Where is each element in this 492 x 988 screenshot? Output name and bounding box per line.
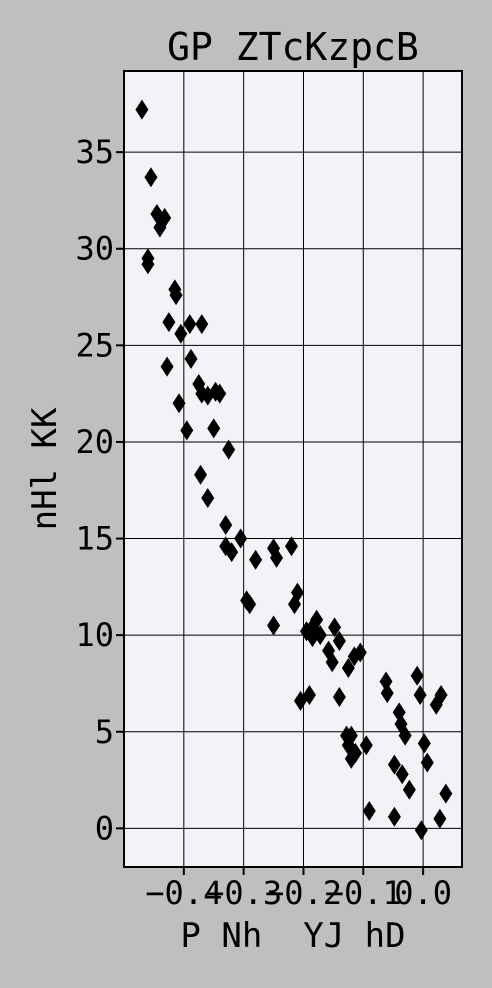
x-tick-label: 0.0 — [394, 874, 452, 912]
data-point — [325, 652, 339, 673]
y-tick-label: 30 — [75, 230, 114, 268]
data-point — [172, 393, 186, 414]
data-point — [380, 683, 394, 704]
data-point — [285, 536, 299, 557]
x-axis-label: P Nh YJ hD — [180, 916, 405, 956]
y-tick-label: 10 — [75, 616, 114, 654]
y-tick-label: 5 — [95, 713, 114, 751]
data-point — [341, 658, 355, 678]
data-point — [332, 630, 346, 651]
data-point — [417, 733, 431, 754]
data-point — [249, 549, 263, 570]
data-point — [225, 542, 239, 563]
data-point — [313, 625, 327, 646]
data-point — [180, 420, 194, 441]
data-point — [144, 167, 158, 188]
plot-frame — [123, 70, 463, 868]
data-point — [439, 783, 453, 804]
data-point — [267, 615, 281, 636]
x-tick-label: −0.3 — [205, 874, 282, 912]
y-axis-label: nHl KK — [25, 407, 65, 530]
data-point — [213, 383, 227, 404]
data-point — [402, 779, 416, 800]
grid-lines — [124, 71, 462, 867]
data-point — [362, 800, 376, 821]
x-tick-label: −0.2 — [265, 874, 342, 912]
data-point — [332, 686, 346, 707]
y-tick-label: 15 — [75, 520, 114, 558]
data-point — [387, 806, 401, 827]
data-point — [234, 528, 248, 549]
data-point — [310, 609, 324, 630]
data-point — [359, 735, 373, 756]
plot-area — [124, 71, 462, 867]
data-point — [398, 725, 412, 746]
data-point — [287, 594, 301, 615]
y-tick-label: 0 — [95, 809, 114, 847]
data-point — [207, 418, 221, 439]
data-point — [135, 99, 149, 120]
data-point — [243, 594, 257, 615]
data-point — [174, 323, 188, 344]
data-point — [395, 764, 409, 785]
data-point — [219, 515, 233, 536]
data-point — [158, 207, 172, 228]
data-point — [353, 642, 367, 663]
y-tick-label: 35 — [75, 133, 114, 171]
data-point — [414, 820, 428, 841]
data-point — [413, 685, 427, 706]
data-point — [433, 808, 447, 829]
data-point — [183, 314, 197, 335]
data-point — [160, 356, 174, 377]
data-point — [169, 285, 183, 306]
data-point — [141, 254, 155, 275]
data-point — [434, 685, 448, 706]
data-point — [162, 312, 176, 333]
y-ticks: 0 5 10 15 20 25 30 35 — [75, 133, 124, 847]
y-tick-label: 20 — [75, 423, 114, 461]
data-point — [201, 487, 215, 508]
x-tick-label: −0.4 — [145, 874, 222, 912]
data-point — [222, 439, 236, 460]
data-point — [410, 665, 424, 686]
data-point — [420, 752, 434, 773]
y-tick-label: 25 — [75, 326, 114, 364]
data-point — [349, 743, 363, 764]
data-point — [195, 314, 209, 335]
data-point — [184, 348, 198, 369]
data-points — [135, 99, 453, 841]
data-point — [328, 617, 342, 638]
data-point — [270, 547, 284, 568]
data-point — [302, 685, 316, 706]
data-point — [194, 464, 208, 485]
chart-title: GP ZTcKzpcB — [167, 25, 419, 69]
x-ticks: −0.4−0.3−0.2−0.10.0 — [145, 867, 452, 912]
data-point — [387, 754, 401, 775]
x-tick-label: −0.1 — [325, 874, 402, 912]
